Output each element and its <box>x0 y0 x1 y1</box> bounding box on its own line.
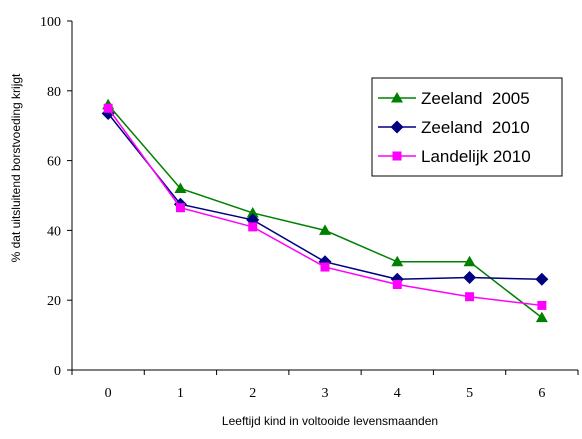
data-point <box>535 311 548 323</box>
data-point <box>392 279 402 289</box>
y-tick-label: 20 <box>47 294 61 309</box>
data-point <box>463 255 476 267</box>
x-tick-label: 6 <box>538 386 545 401</box>
y-tick-label: 40 <box>47 224 61 239</box>
legend-label: Zeeland 2005 <box>421 89 530 108</box>
data-point <box>103 103 113 113</box>
data-point <box>320 262 330 272</box>
y-tick-label: 60 <box>47 155 61 170</box>
data-point <box>391 255 404 267</box>
data-point <box>537 300 547 310</box>
data-point <box>248 222 258 232</box>
data-point <box>535 272 549 286</box>
x-tick-label: 4 <box>394 386 401 401</box>
y-tick-label: 0 <box>54 364 61 379</box>
legend-label: Zeeland 2010 <box>421 118 530 137</box>
y-tick-label: 100 <box>40 15 61 30</box>
data-point <box>319 224 331 235</box>
data-point <box>246 206 259 218</box>
legend-marker <box>390 120 404 134</box>
y-tick-label: 80 <box>47 85 61 100</box>
x-tick-label: 3 <box>322 386 329 401</box>
data-point <box>465 292 475 302</box>
x-tick-label: 5 <box>466 386 473 401</box>
legend-marker <box>391 92 403 103</box>
data-point <box>174 182 187 194</box>
legend-marker <box>392 151 402 161</box>
x-tick-label: 1 <box>177 386 184 401</box>
legend: Zeeland 2005 Zeeland 2010 Landelijk 2010 <box>371 77 563 177</box>
data-point <box>175 203 185 213</box>
x-axis-title: Leeftijd kind in voltooide levensmaanden <box>222 414 438 428</box>
legend-label: Landelijk 2010 <box>421 147 531 166</box>
x-tick-label: 2 <box>249 386 256 401</box>
y-axis-title: % dat uitsluitend borstvoeding krijgt <box>9 73 23 262</box>
x-tick-label: 0 <box>105 386 112 401</box>
series-layer <box>101 98 549 323</box>
axes-layer: 0 20 40 60 80 100 0 1 2 3 4 5 6 <box>40 15 579 401</box>
data-point <box>463 271 477 285</box>
